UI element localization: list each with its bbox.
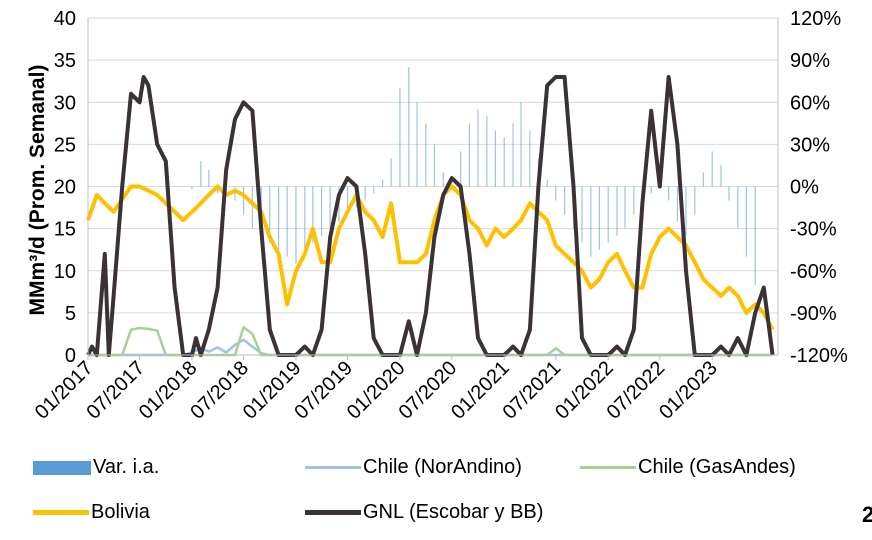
series-line-4 [86, 75, 775, 357]
legend-item: Bolivia [33, 501, 150, 524]
series-line-2 [88, 325, 773, 357]
legend-label: Var. i.a. [93, 456, 160, 478]
legend-label: Bolivia [91, 501, 150, 523]
x-tick-label: 01/2023 [655, 357, 722, 424]
legend-label: Chile (NorAndino) [363, 456, 522, 478]
y2-tick-label: 30% [790, 134, 830, 156]
y2-tick-label: 120% [790, 8, 841, 30]
y-tick-label: 20 [54, 177, 76, 199]
legend-item: Chile (GasAndes) [580, 456, 796, 479]
legend-item: Var. i.a. [33, 456, 159, 479]
legend-swatch [305, 466, 361, 469]
legend-swatch [580, 466, 636, 469]
series-lines [86, 75, 775, 357]
legend-swatch [33, 510, 89, 515]
series-line-3 [86, 184, 775, 331]
y-tick-label: 0 [65, 345, 76, 367]
legend-item: GNL (Escobar y BB) [305, 501, 543, 524]
legend-swatch [305, 510, 361, 515]
legend-label: GNL (Escobar y BB) [363, 501, 544, 523]
y2-tick-label: -60% [790, 261, 837, 283]
y-tick-label: 10 [54, 261, 76, 283]
y2-tick-label: -120% [790, 345, 848, 367]
legend-label: Chile (GasAndes) [638, 456, 796, 478]
y2-tick-label: 90% [790, 50, 830, 72]
legend-swatch [33, 460, 91, 475]
y-tick-label: 25 [54, 134, 76, 156]
y2-tick-label: -90% [790, 303, 837, 325]
grid-lines [88, 17, 778, 314]
y2-tick-label: -30% [790, 219, 837, 241]
y2-tick-label: 0% [790, 177, 819, 199]
legend-item: Chile (NorAndino) [305, 456, 522, 479]
y-tick-label: 35 [54, 50, 76, 72]
y-tick-label: 15 [54, 219, 76, 241]
y-tick-label: 5 [65, 303, 76, 325]
y2-tick-label: 60% [790, 92, 830, 114]
y-tick-label: 30 [54, 92, 76, 114]
y-axis-label: MMm³/d (Prom. Semanal) [26, 65, 49, 316]
y-tick-label: 40 [54, 8, 76, 30]
page-number: 2 [862, 502, 872, 527]
